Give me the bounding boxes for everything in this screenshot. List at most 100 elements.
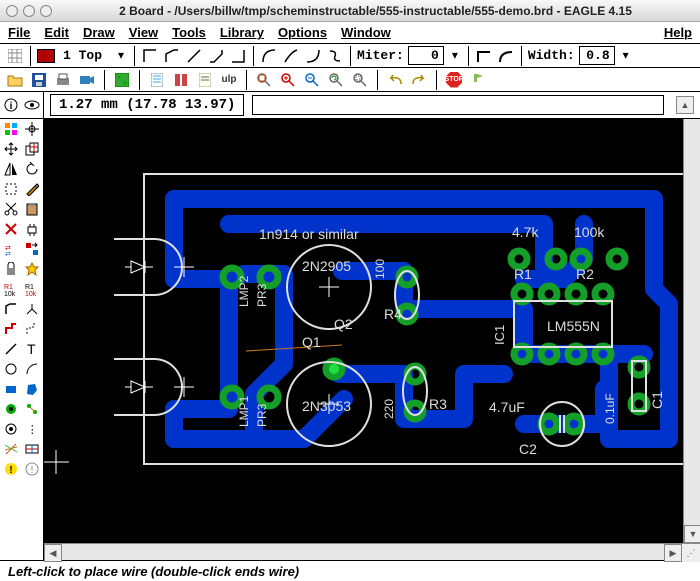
copy-tool-icon[interactable] (22, 139, 44, 159)
polygon-tool-icon[interactable] (22, 379, 44, 399)
wire-bend-5-icon[interactable] (229, 47, 247, 65)
print-icon[interactable] (54, 71, 72, 89)
pinswap-tool-icon[interactable]: ⇄⇄ (0, 239, 22, 259)
group-tool-icon[interactable] (0, 179, 22, 199)
close-window-icon[interactable] (6, 5, 18, 17)
mark-tool-icon[interactable] (22, 119, 44, 139)
stop-icon[interactable]: STOP (445, 71, 463, 89)
menu-options[interactable]: Options (278, 25, 327, 40)
minimize-window-icon[interactable] (23, 5, 35, 17)
name-tool-icon[interactable]: R110k (0, 279, 22, 299)
redo-icon[interactable] (410, 71, 428, 89)
zoom-select-icon[interactable] (351, 71, 369, 89)
menu-draw[interactable]: Draw (83, 25, 115, 40)
layer-name[interactable]: 1 Top (59, 48, 110, 63)
zoom-window-icon[interactable] (40, 5, 52, 17)
wire-arc-3-icon[interactable] (304, 47, 322, 65)
horizontal-scrollbar[interactable]: ◀ ▶ ⋰ (44, 543, 700, 560)
rect-tool-icon[interactable] (0, 379, 22, 399)
menu-window[interactable]: Window (341, 25, 391, 40)
menu-view[interactable]: View (129, 25, 158, 40)
c1-value: 0.1uF (603, 393, 617, 424)
value-tool-icon[interactable]: R110k (22, 279, 44, 299)
scroll-right-icon[interactable]: ▶ (664, 544, 682, 562)
width-dropdown-icon[interactable]: ▾ (619, 48, 633, 63)
coordinate-bar: 1.27 mm (17.78 13.97) ▲ (44, 92, 700, 119)
width-value[interactable]: 0.8 (579, 46, 615, 65)
via-tool-icon[interactable] (0, 399, 22, 419)
wire-arc-1-icon[interactable] (260, 47, 278, 65)
erc-tool-icon[interactable]: ! (0, 459, 22, 479)
miter-tool-icon[interactable] (0, 299, 22, 319)
replace-tool-icon[interactable] (22, 239, 44, 259)
menu-library[interactable]: Library (220, 25, 264, 40)
wire-cap-1-icon[interactable] (475, 47, 493, 65)
paste-tool-icon[interactable] (22, 199, 44, 219)
zoom-out-icon[interactable] (303, 71, 321, 89)
wire-bend-3-icon[interactable] (185, 47, 203, 65)
go-icon[interactable] (469, 71, 487, 89)
wire-bend-2-icon[interactable] (163, 47, 181, 65)
undo-icon[interactable] (386, 71, 404, 89)
rotate-tool-icon[interactable] (22, 159, 44, 179)
split-tool-icon[interactable] (22, 299, 44, 319)
script-icon[interactable] (196, 71, 214, 89)
circle-tool-icon[interactable] (0, 359, 22, 379)
auto-tool-icon[interactable] (22, 439, 44, 459)
text-tool-icon[interactable]: T (22, 339, 44, 359)
add-tool-icon[interactable] (22, 219, 44, 239)
info-tool-icon[interactable]: i (0, 92, 22, 118)
library-icon[interactable] (172, 71, 190, 89)
miter-value[interactable]: 0 (408, 46, 444, 65)
scroll-left-icon[interactable]: ◀ (44, 544, 62, 562)
menu-tools[interactable]: Tools (172, 25, 206, 40)
command-input[interactable] (252, 95, 664, 115)
menu-edit[interactable]: Edit (44, 25, 69, 40)
ripup-tool-icon[interactable] (22, 319, 44, 339)
open-icon[interactable] (6, 71, 24, 89)
errors-tool-icon[interactable]: ! (22, 459, 44, 479)
attribute-tool-icon[interactable]: ⋮ (22, 419, 44, 439)
ratsnest-tool-icon[interactable] (0, 439, 22, 459)
wire-tool-icon[interactable] (0, 339, 22, 359)
wire-s-icon[interactable] (326, 47, 344, 65)
move-tool-icon[interactable] (0, 139, 22, 159)
wire-cap-2-icon[interactable] (497, 47, 515, 65)
vertical-scrollbar[interactable]: ▼ (683, 119, 700, 543)
wire-arc-2-icon[interactable] (282, 47, 300, 65)
eye-tool-icon[interactable] (22, 92, 44, 118)
signal-tool-icon[interactable] (22, 399, 44, 419)
wire-bend-4-icon[interactable] (207, 47, 225, 65)
layer-dropdown-icon[interactable]: ▾ (114, 48, 128, 63)
resize-grip-icon[interactable]: ⋰ (682, 544, 700, 562)
layer-color-swatch[interactable] (37, 49, 55, 63)
save-icon[interactable] (30, 71, 48, 89)
board-canvas[interactable]: 1n914 or similar 2N2905 Q2 Q1 2N3053 4.7… (44, 119, 683, 543)
change-tool-icon[interactable] (22, 179, 44, 199)
smash-tool-icon[interactable] (22, 259, 44, 279)
wire-bend-1-icon[interactable] (141, 47, 159, 65)
grid-icon[interactable] (6, 47, 24, 65)
r1-name: R1 (514, 266, 532, 282)
display-tool-icon[interactable] (0, 119, 22, 139)
miter-dropdown-icon[interactable]: ▾ (448, 48, 462, 63)
scroll-down-icon[interactable]: ▼ (684, 525, 700, 543)
menu-file[interactable]: File (8, 25, 30, 40)
cut-tool-icon[interactable] (0, 199, 22, 219)
scroll-up-icon[interactable]: ▲ (676, 96, 694, 114)
zoom-in-icon[interactable] (279, 71, 297, 89)
ulp-icon[interactable]: ulp (220, 71, 238, 89)
lock-tool-icon[interactable] (0, 259, 22, 279)
mirror-tool-icon[interactable] (0, 159, 22, 179)
sheet-icon[interactable] (148, 71, 166, 89)
arc-tool-icon[interactable] (22, 359, 44, 379)
delete-tool-icon[interactable] (0, 219, 22, 239)
cam-icon[interactable] (78, 71, 96, 89)
route-tool-icon[interactable] (0, 319, 22, 339)
hole-tool-icon[interactable] (0, 419, 22, 439)
menu-help[interactable]: Help (664, 25, 692, 40)
zoom-redraw-icon[interactable] (327, 71, 345, 89)
zoom-fit-icon[interactable] (255, 71, 273, 89)
svg-text:!: ! (9, 465, 12, 476)
board-icon[interactable] (113, 71, 131, 89)
